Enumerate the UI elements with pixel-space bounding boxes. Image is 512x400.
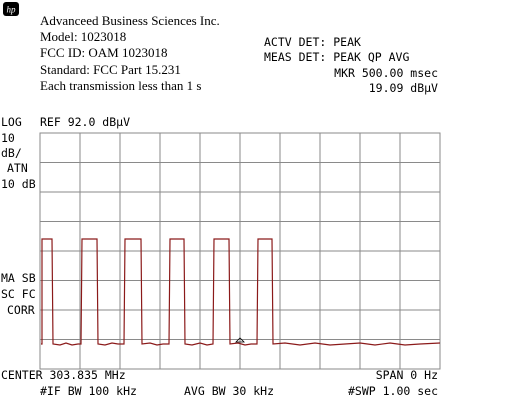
scale-div: 10 — [1, 131, 15, 145]
note: Each transmission less than 1 s — [40, 78, 201, 93]
meas-det: MEAS DET: PEAK QP AVG — [264, 50, 409, 64]
flag: SC FC — [1, 287, 36, 301]
sweep: #SWP 1.00 sec — [348, 384, 438, 398]
standard: Standard: FCC Part 15.231 — [40, 62, 181, 77]
if-bw: #IF BW 100 kHz — [40, 384, 137, 398]
trace — [41, 238, 441, 346]
marker-time: MKR 500.00 msec — [334, 66, 438, 80]
scale-log: LOG — [1, 115, 22, 129]
atn-value: 10 dB — [1, 177, 36, 191]
ref-level: REF 92.0 dBµV — [40, 115, 130, 129]
scale-unit: dB/ — [1, 146, 22, 160]
logo: hp — [7, 5, 17, 15]
logo-badge — [3, 2, 19, 16]
company: Advanceed Business Sciences Inc. — [40, 13, 220, 28]
atn-label: ATN — [7, 161, 28, 175]
center-freq: CENTER 303.835 MHz — [1, 368, 126, 382]
actv-det: ACTV DET: PEAK — [264, 35, 361, 49]
model: Model: 1023018 — [40, 29, 126, 44]
marker-level: 19.09 dBµV — [369, 81, 438, 95]
flag: MA SB — [1, 271, 36, 285]
flag: CORR — [7, 303, 35, 317]
fcc-id: FCC ID: OAM 1023018 — [40, 45, 168, 60]
span: SPAN 0 Hz — [376, 368, 438, 382]
marker — [235, 337, 245, 343]
graticule — [39, 132, 441, 370]
avg-bw: AVG BW 30 kHz — [184, 384, 274, 398]
